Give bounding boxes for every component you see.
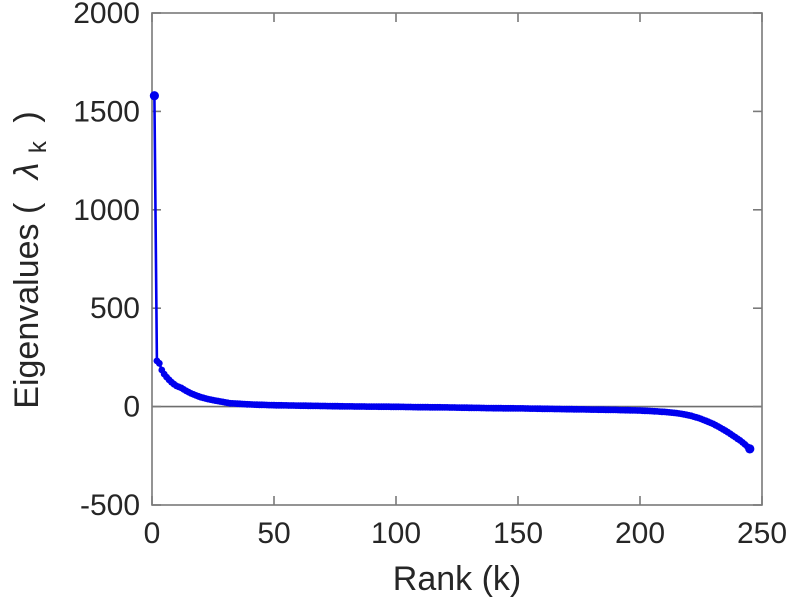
x-axis-label: Rank (k) [393,560,521,598]
series-line [153,94,752,451]
y-tick-label: 1500 [73,95,140,128]
y-axis-label-suffix: ) [8,111,46,122]
y-tick-label: 0 [123,391,140,424]
data-point [155,359,163,367]
data-point [149,91,159,101]
x-tick-label: 50 [257,517,290,550]
plot-area-border [151,12,763,506]
x-tick-label: 200 [615,517,665,550]
lambda-subscript-k: k [25,140,52,153]
eigenvalue-series [149,91,755,454]
y-tick-label: 2000 [73,0,140,30]
y-axis-label: Eigenvalues ( λ k ) [8,111,54,408]
x-tick-label: 250 [737,517,787,550]
axis-ticks [151,12,763,506]
x-tick-label: 0 [144,517,161,550]
y-axis-label-prefix: Eigenvalues ( [8,202,46,409]
lambda-symbol: λ [8,163,46,182]
data-point [745,444,755,454]
y-tick-label: -500 [80,489,140,522]
y-tick-label: 500 [90,292,140,325]
y-tick-label: 1000 [73,194,140,227]
x-tick-label: 150 [493,517,543,550]
x-tick-label: 100 [371,517,421,550]
